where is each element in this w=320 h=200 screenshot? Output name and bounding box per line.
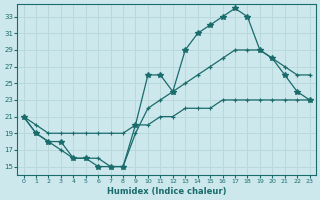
X-axis label: Humidex (Indice chaleur): Humidex (Indice chaleur) bbox=[107, 187, 226, 196]
